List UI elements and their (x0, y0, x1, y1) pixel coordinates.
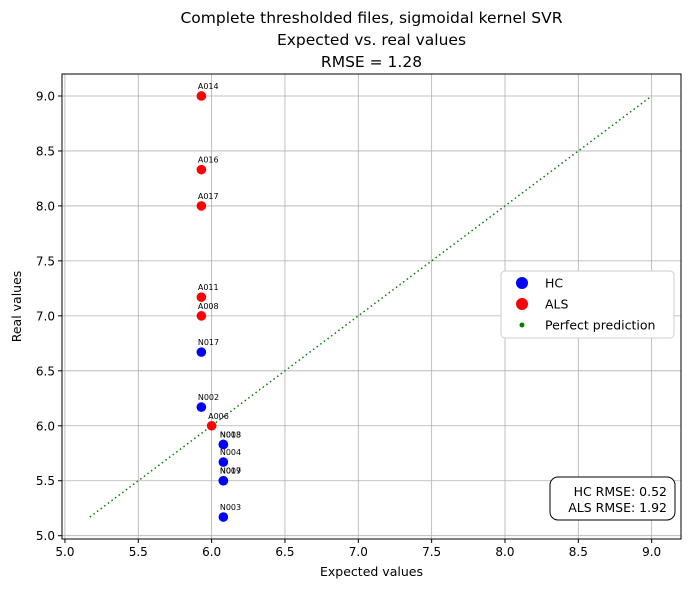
hc-point-label: N019 (220, 467, 241, 476)
legend-label-hc: HC (545, 276, 563, 291)
hc-point (218, 439, 229, 450)
als-point-label: A014 (198, 82, 219, 91)
legend-box (500, 270, 675, 339)
y-tick-label: 5.5 (36, 474, 55, 488)
hc-point-label: N004 (220, 448, 241, 457)
x-tick-label: 7.5 (422, 545, 441, 559)
title-line-2: Expected vs. real values (277, 31, 466, 49)
chart-title: Complete thresholded files, sigmoidal ke… (180, 9, 562, 71)
rmse-box (549, 476, 676, 521)
plot-frame (61, 73, 682, 540)
y-tick-label: 8.5 (36, 144, 55, 158)
x-tick-label: 5.0 (55, 545, 74, 559)
x-tick-label: 9.0 (642, 545, 661, 559)
hc-point-label: N007 (220, 467, 241, 476)
hc-point-label: N013 (220, 430, 241, 439)
legend-marker-perfect (519, 322, 525, 328)
x-tick-label: 6.0 (202, 545, 221, 559)
y-axis-ticks: 5.0 5.5 6.0 6.5 7.0 7.5 8.0 8.5 9.0 (36, 89, 62, 543)
als-point (196, 201, 207, 211)
als-point-label: A011 (198, 283, 219, 292)
legend-label-als: ALS (545, 297, 569, 312)
y-tick-label: 9.0 (36, 89, 55, 103)
y-tick-label: 7.0 (36, 309, 55, 323)
als-rmse-text: ALS RMSE: 1.92 (568, 500, 667, 515)
x-axis-label: Expected values (320, 564, 423, 579)
hc-point (218, 512, 229, 522)
legend-label-perfect: Perfect prediction (545, 318, 655, 333)
hc-point (196, 402, 207, 412)
als-point-label: A016 (198, 156, 219, 165)
als-point (206, 420, 217, 431)
als-point-label: A008 (198, 302, 219, 311)
als-point-label: A006 (208, 412, 229, 421)
rmse-annotation: HC RMSE: 0.52 ALS RMSE: 1.92 (549, 476, 676, 521)
als-point (196, 311, 207, 321)
x-axis-ticks: 5.0 5.5 6.0 6.5 7.0 7.5 8.0 8.5 9.0 (55, 539, 661, 559)
x-tick-label: 5.5 (129, 545, 148, 559)
x-tick-label: 8.5 (569, 545, 588, 559)
y-tick-label: 6.5 (36, 364, 55, 378)
perfect-prediction-line (89, 95, 653, 518)
perfect-prediction-line-segment (89, 95, 653, 518)
als-point (196, 292, 207, 302)
data-points (196, 91, 229, 522)
y-tick-label: 7.5 (36, 254, 55, 268)
hc-point-label: N017 (198, 338, 219, 347)
hc-point (196, 347, 207, 357)
hc-point-label: N003 (220, 503, 241, 512)
y-tick-label: 6.0 (36, 419, 55, 433)
x-tick-label: 7.0 (349, 545, 368, 559)
y-tick-label: 8.0 (36, 199, 55, 213)
hc-point (218, 457, 229, 467)
legend-marker-hc (516, 277, 528, 289)
point-labels: A014 A016 A017 A011 A008 A006 N017 N002 N008N013… (198, 82, 241, 512)
title-line-1: Complete thresholded files, sigmoidal ke… (180, 9, 562, 27)
legend-marker-als (516, 298, 528, 310)
als-point (196, 91, 207, 101)
title-line-3: RMSE = 1.28 (321, 53, 422, 71)
x-tick-label: 8.0 (495, 545, 514, 559)
als-point (196, 164, 207, 175)
hc-rmse-text: HC RMSE: 0.52 (574, 484, 667, 499)
hc-point (218, 475, 229, 486)
legend: HC ALS Perfect prediction (500, 270, 675, 339)
als-point-label: A017 (198, 192, 219, 201)
hc-point-label: N002 (198, 393, 219, 402)
hc-point-label: N008 (220, 430, 241, 439)
y-axis-label: Real values (9, 271, 24, 343)
y-tick-label: 5.0 (36, 529, 55, 543)
x-tick-label: 6.5 (275, 545, 294, 559)
